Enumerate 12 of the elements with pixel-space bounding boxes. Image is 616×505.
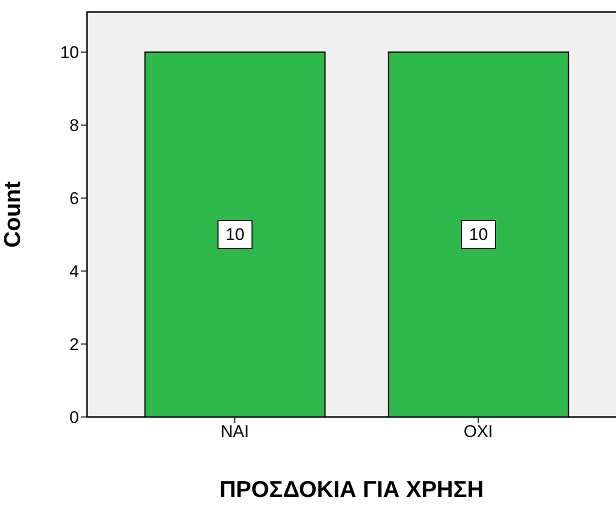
- x-tick-label: ΟΧΙ: [464, 422, 493, 442]
- y-tick-label: 0: [70, 408, 79, 428]
- y-tick-label: 4: [70, 262, 79, 282]
- x-tick-label: ΝΑΙ: [220, 422, 249, 442]
- data-label: 10: [469, 225, 488, 244]
- y-tick-label: 8: [70, 116, 79, 136]
- y-axis-title: Count: [0, 180, 26, 248]
- y-tick-label: 2: [70, 335, 79, 354]
- y-tick-label: 10: [60, 43, 79, 62]
- data-label: 10: [226, 225, 244, 244]
- x-axis-title: ΠΡΟΣΔΟΚΙΑ ΓΙΑ ΧΡΗΣΗ: [219, 476, 484, 502]
- y-tick-label: 6: [70, 189, 79, 208]
